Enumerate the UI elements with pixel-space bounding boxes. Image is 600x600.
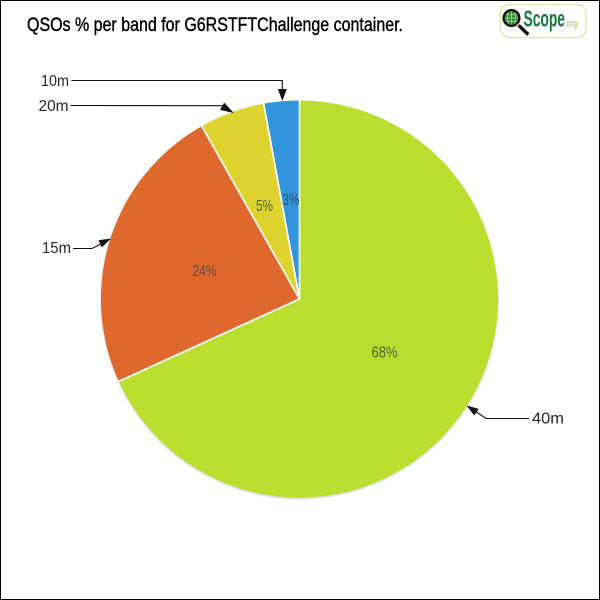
svg-text:20m: 20m: [39, 98, 69, 115]
svg-text:24%: 24%: [193, 263, 217, 280]
svg-text:5%: 5%: [256, 198, 273, 215]
svg-text:3%: 3%: [283, 192, 300, 209]
svg-text:10m: 10m: [41, 73, 69, 90]
svg-text:40m: 40m: [532, 411, 564, 428]
svg-text:68%: 68%: [372, 345, 398, 362]
svg-text:Scope: Scope: [524, 6, 566, 32]
svg-text:15m: 15m: [42, 240, 71, 257]
svg-text:.org: .org: [565, 19, 578, 30]
svg-text:QSOs % per band for G6RSTFTCha: QSOs % per band for G6RSTFTChallenge con…: [27, 15, 403, 36]
